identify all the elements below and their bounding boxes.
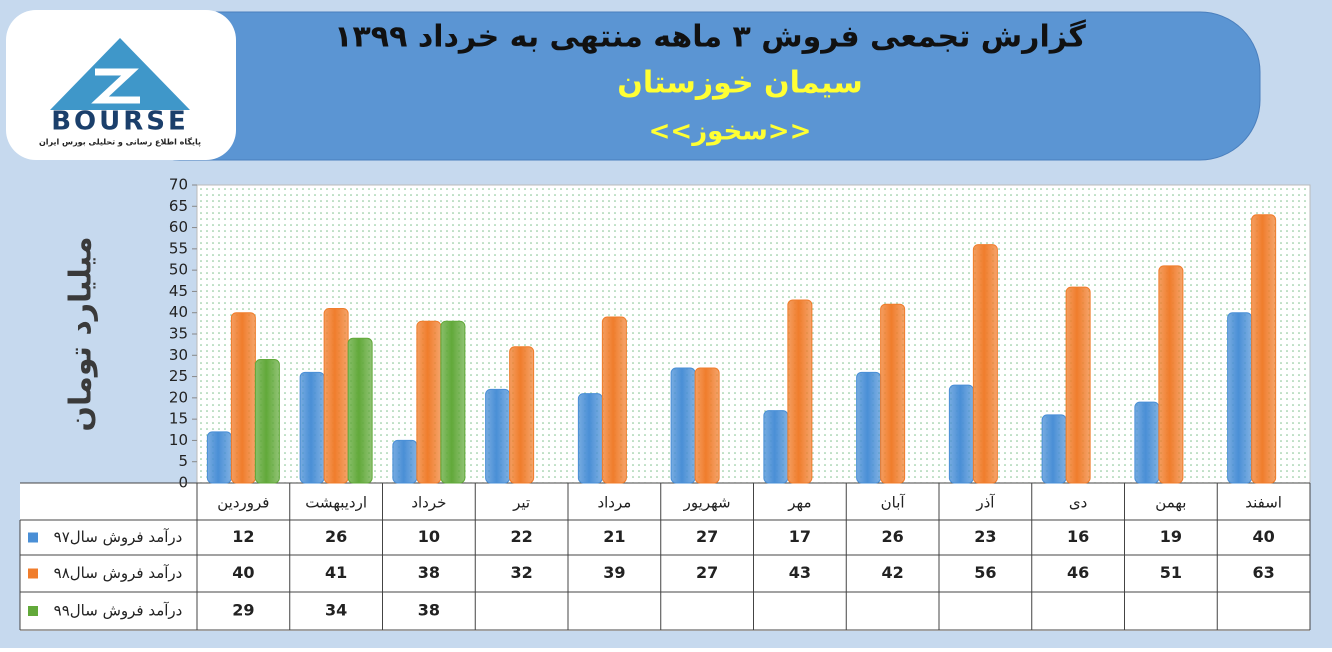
- table-value: 40: [1252, 527, 1274, 546]
- bar: [948, 384, 974, 484]
- bar: [440, 320, 466, 484]
- table-value: 40: [232, 563, 254, 582]
- table-value: 34: [325, 601, 347, 620]
- table-bg: [20, 483, 1310, 631]
- y-tick-label: 35: [169, 325, 188, 343]
- bar: [1158, 265, 1184, 484]
- table-value: 42: [881, 563, 903, 582]
- bar: [323, 307, 349, 484]
- bar: [972, 244, 998, 484]
- x-tick-label: شهریور: [683, 494, 731, 512]
- bar: [254, 359, 280, 484]
- table-value: 38: [418, 563, 440, 582]
- bar: [416, 320, 442, 484]
- bar: [1065, 286, 1091, 484]
- table-value: 10: [418, 527, 440, 546]
- y-tick-label: 70: [169, 176, 188, 194]
- legend-label: درآمد فروش سال۹۹: [54, 602, 183, 620]
- legend-swatch: [28, 532, 38, 543]
- bar: [880, 303, 906, 484]
- table-value: 16: [1067, 527, 1089, 546]
- table-value: 26: [325, 527, 347, 546]
- chart-title: گزارش تجمعی فروش ۳ ماهه منتهی به خرداد ۱…: [334, 19, 1086, 55]
- bar: [347, 337, 373, 484]
- bar: [694, 367, 720, 484]
- table-value: 38: [418, 601, 440, 620]
- legend-swatch: [28, 568, 38, 579]
- bar: [763, 410, 789, 484]
- legend-label: درآمد فروش سال۹۸: [54, 564, 183, 582]
- legend-label: درآمد فروش سال۹۷: [54, 528, 183, 546]
- x-tick-label: مرداد: [597, 494, 631, 512]
- y-tick-label: 20: [169, 388, 188, 406]
- table-value: 23: [974, 527, 996, 546]
- x-tick-label: تیر: [512, 494, 530, 512]
- table-value: 51: [1160, 563, 1182, 582]
- x-tick-label: آذر: [975, 494, 995, 512]
- table-value: 27: [696, 527, 718, 546]
- y-tick-label: 15: [169, 410, 188, 428]
- bar: [787, 299, 813, 484]
- logo-mark: [91, 68, 140, 104]
- table-value: 41: [325, 563, 347, 582]
- x-tick-label: آبان: [881, 494, 906, 512]
- table-value: 32: [510, 563, 532, 582]
- table-value: 56: [974, 563, 996, 582]
- y-tick-label: 25: [169, 367, 188, 385]
- table-value: 63: [1252, 563, 1274, 582]
- logo-text: BOURSE: [51, 107, 189, 137]
- y-tick-label: 50: [169, 261, 188, 279]
- y-tick-label: 40: [169, 303, 188, 321]
- x-tick-label: فروردین: [217, 494, 269, 512]
- y-tick-label: 30: [169, 346, 188, 364]
- plot-area: [196, 184, 1311, 484]
- table-value: 29: [232, 601, 254, 620]
- bar: [230, 312, 256, 484]
- x-tick-label: اسفند: [1245, 494, 1282, 512]
- table-value: 46: [1067, 563, 1089, 582]
- table-value: 21: [603, 527, 625, 546]
- table-value: 17: [789, 527, 811, 546]
- bar: [392, 439, 418, 484]
- bar: [601, 316, 627, 484]
- legend-swatch: [28, 606, 38, 616]
- table-value: 19: [1160, 527, 1182, 546]
- x-tick-label: دی: [1069, 494, 1087, 512]
- table-value: 43: [789, 563, 811, 582]
- y-tick-label: 60: [169, 218, 188, 236]
- y-axis-label: میلیارد تومان: [64, 236, 99, 431]
- bar: [1227, 312, 1253, 484]
- y-tick-label: 10: [169, 431, 188, 449]
- x-tick-label: بهمن: [1155, 494, 1186, 512]
- bar: [856, 371, 882, 484]
- chart-subtitle: سیمان خوزستان: [617, 66, 863, 101]
- bar: [509, 346, 535, 484]
- table-value: 12: [232, 527, 254, 546]
- y-tick-label: 55: [169, 239, 188, 257]
- y-tick-label: 45: [169, 282, 188, 300]
- bar: [670, 367, 696, 484]
- table-value: 39: [603, 563, 625, 582]
- bar: [1134, 401, 1160, 484]
- x-tick-label: اردیبهشت: [305, 494, 367, 512]
- y-tick-label: 5: [178, 452, 188, 470]
- x-tick-label: مهر: [787, 494, 811, 512]
- bar: [1041, 414, 1067, 484]
- bar: [299, 371, 325, 484]
- bar: [577, 393, 603, 484]
- bar: [485, 388, 511, 484]
- y-tick-label: 65: [169, 197, 188, 215]
- bar: [206, 431, 232, 484]
- table-value: 27: [696, 563, 718, 582]
- logo-caption: پایگاه اطلاع رسانی و تحلیلی بورس ایران: [39, 137, 201, 148]
- symbol: <<سخوز>>: [649, 117, 812, 147]
- table-value: 26: [881, 527, 903, 546]
- x-tick-label: خرداد: [411, 494, 446, 512]
- bar: [1251, 214, 1277, 484]
- table-value: 22: [510, 527, 532, 546]
